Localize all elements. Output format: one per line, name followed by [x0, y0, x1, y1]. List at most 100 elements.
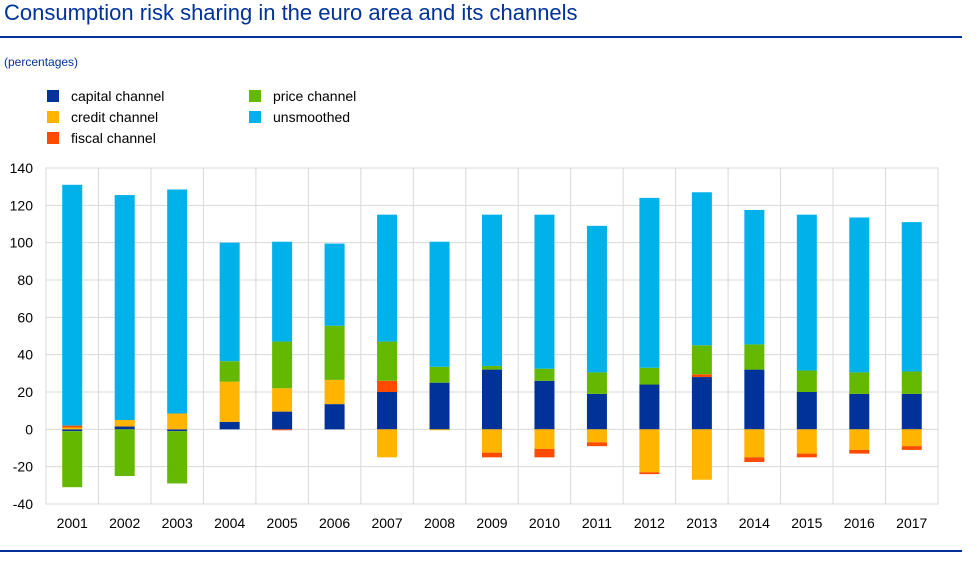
y-tick-label: 60 [17, 309, 33, 325]
x-tick-label: 2007 [371, 515, 402, 531]
bar-segment-unsmoothed-2012 [639, 197, 660, 368]
bar-segment-price-channel-2009 [482, 365, 502, 370]
bar-segment-capital-channel-2008 [429, 382, 450, 430]
bar-segment-capital-channel-2007 [377, 392, 398, 430]
bar-segment-fiscal-channel-2007 [377, 380, 398, 392]
bar-segment-capital-channel-2005 [272, 411, 293, 430]
bar-segment-unsmoothed-2011 [586, 225, 607, 373]
bar-segment-credit-channel-2016 [849, 429, 870, 450]
x-tick-label: 2011 [582, 515, 612, 531]
bar-segment-credit-channel-2013 [691, 429, 712, 480]
bar-segment-unsmoothed-2009 [482, 214, 502, 366]
x-tick-label: 2001 [57, 515, 88, 531]
bar-segment-capital-channel-2010 [534, 380, 555, 430]
legend-label: price channel [273, 88, 357, 104]
bar-segment-unsmoothed-2007 [377, 214, 398, 342]
bar-segment-price-channel-2007 [377, 341, 398, 381]
bar-segment-price-channel-2008 [429, 366, 450, 383]
bar-segment-fiscal-channel-2015 [796, 453, 817, 458]
bar-segment-price-channel-2012 [639, 367, 660, 385]
legend-item-unsmoothed: unsmoothed [249, 109, 350, 125]
legend-swatch-credit-channel [47, 111, 59, 123]
bar-segment-price-channel-2017 [901, 371, 922, 394]
bar-segment-price-channel-2003 [167, 431, 188, 484]
bar-segment-capital-channel-2002 [114, 426, 135, 430]
legend-item-capital-channel: capital channel [47, 88, 164, 104]
legend-item-price-channel: price channel [249, 88, 356, 104]
bar-segment-unsmoothed-2017 [901, 222, 922, 372]
bar-segment-price-channel-2006 [324, 325, 345, 380]
bar-segment-credit-channel-2006 [324, 379, 345, 405]
bottom-rule [0, 550, 962, 552]
bar-segment-credit-channel-2005 [272, 388, 293, 412]
legend-swatch-fiscal-channel [47, 132, 59, 144]
bar-segment-unsmoothed-2002 [114, 195, 135, 420]
bar-segment-credit-channel-2004 [219, 381, 240, 422]
bar-segment-price-channel-2002 [114, 429, 135, 476]
legend-label: unsmoothed [273, 109, 351, 125]
bar-segment-fiscal-channel-2005 [272, 429, 293, 431]
bar-segment-fiscal-channel-2014 [744, 457, 765, 462]
x-tick-label: 2002 [109, 515, 140, 531]
bar-segment-credit-channel-2012 [639, 429, 660, 473]
bar-segment-capital-channel-2013 [691, 377, 712, 430]
bar-segment-unsmoothed-2003 [167, 189, 188, 414]
bar-segment-capital-channel-2006 [324, 404, 345, 430]
y-tick-label: 20 [17, 384, 33, 400]
y-tick-label: 80 [17, 272, 33, 288]
bar-segment-fiscal-channel-2017 [901, 446, 922, 450]
x-tick-label: 2016 [844, 515, 875, 531]
bar-segment-credit-channel-2010 [534, 429, 555, 449]
bar-segment-fiscal-channel-2012 [639, 472, 660, 475]
bar-segment-credit-channel-2007 [377, 429, 398, 458]
legend-swatch-unsmoothed [249, 111, 261, 123]
x-tick-label: 2012 [634, 515, 665, 531]
y-tick-label: -40 [13, 496, 33, 512]
bar-segment-price-channel-2005 [272, 341, 293, 389]
bar-segment-capital-channel-2015 [796, 392, 817, 430]
bar-segment-credit-channel-2017 [901, 429, 922, 447]
bar-segment-credit-channel-2015 [796, 429, 817, 454]
bar-segment-fiscal-channel-2013 [691, 374, 712, 378]
bar-segment-price-channel-2015 [796, 370, 817, 392]
bar-segment-capital-channel-2012 [639, 384, 660, 430]
bar-segment-unsmoothed-2014 [744, 210, 765, 345]
bar-segment-capital-channel-2009 [482, 369, 502, 430]
top-rule [0, 36, 962, 38]
bar-segment-credit-channel-2008 [429, 429, 450, 431]
legend-item-credit-channel: credit channel [47, 109, 158, 125]
y-tick-label: 120 [10, 197, 34, 213]
bar-segment-price-channel-2014 [744, 344, 765, 370]
chart-title: Consumption risk sharing in the euro are… [4, 0, 578, 25]
x-tick-label: 2017 [896, 515, 927, 531]
x-tick-label: 2013 [686, 515, 717, 531]
x-tick-label: 2009 [476, 515, 507, 531]
bar-segment-fiscal-channel-2010 [534, 448, 555, 458]
chart-subtitle: (percentages) [4, 55, 79, 69]
x-tick-label: 2005 [267, 515, 298, 531]
bar-segment-unsmoothed-2016 [849, 217, 870, 373]
legend-label: capital channel [71, 88, 165, 104]
legend-label: credit channel [71, 109, 159, 125]
bar-segment-unsmoothed-2013 [691, 192, 712, 346]
x-tick-label: 2006 [319, 515, 350, 531]
bar-segment-fiscal-channel-2009 [482, 452, 502, 458]
y-tick-label: 140 [10, 160, 34, 176]
legend-label: fiscal channel [71, 130, 156, 146]
x-tick-label: 2015 [791, 515, 822, 531]
bar-segment-price-channel-2016 [849, 372, 870, 394]
bar-segment-capital-channel-2011 [586, 393, 607, 430]
bar-segment-capital-channel-2016 [849, 393, 870, 430]
x-tick-label: 2003 [162, 515, 193, 531]
x-tick-label: 2010 [529, 515, 560, 531]
bar-segment-capital-channel-2017 [901, 393, 922, 430]
y-tick-label: 40 [17, 347, 33, 363]
bar-segment-price-channel-2011 [586, 372, 607, 394]
bar-segment-credit-channel-2009 [482, 429, 502, 453]
legend-swatch-capital-channel [47, 90, 59, 102]
bar-segment-price-channel-2013 [691, 345, 712, 375]
bar-segment-unsmoothed-2010 [534, 214, 555, 369]
bar-segment-price-channel-2010 [534, 368, 555, 381]
bar-segment-credit-channel-2001 [62, 427, 83, 430]
